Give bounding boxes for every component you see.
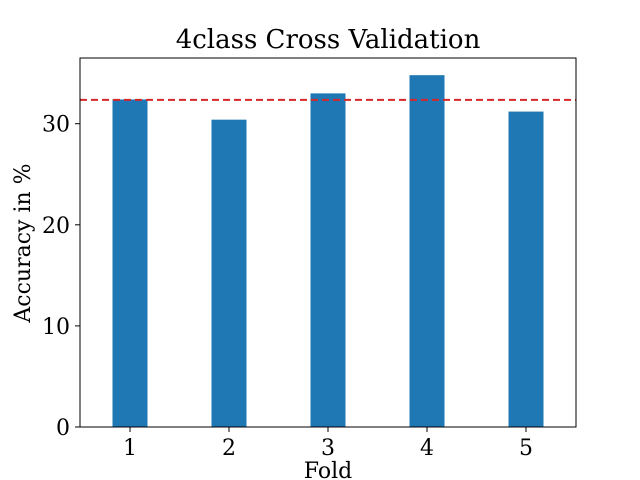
bar-fold-5 [508,111,544,428]
y-axis-ticks: 0 10 20 30 [42,113,80,441]
y-tick-label: 30 [42,113,70,138]
x-tick-label: 3 [321,436,335,461]
y-tick-label: 20 [42,214,70,239]
x-tick-label: 5 [519,436,533,461]
y-tick-label: 0 [56,416,70,441]
x-tick-label: 1 [123,436,137,461]
y-axis-label: Accuracy in % [11,163,36,323]
x-axis-ticks: 1 2 3 4 5 [123,427,533,461]
x-tick-label: 4 [420,436,434,461]
x-axis-label: Fold [304,459,352,480]
y-tick-label: 10 [42,315,70,340]
x-tick-label: 2 [222,436,236,461]
plot-frame [79,57,577,428]
bar-fold-1 [112,99,148,428]
chart-title: 4class Cross Validation [176,25,481,55]
bar-fold-2 [211,119,247,428]
bars-group [112,75,544,428]
bar-fold-3 [310,93,346,428]
bar-fold-4 [409,75,445,427]
